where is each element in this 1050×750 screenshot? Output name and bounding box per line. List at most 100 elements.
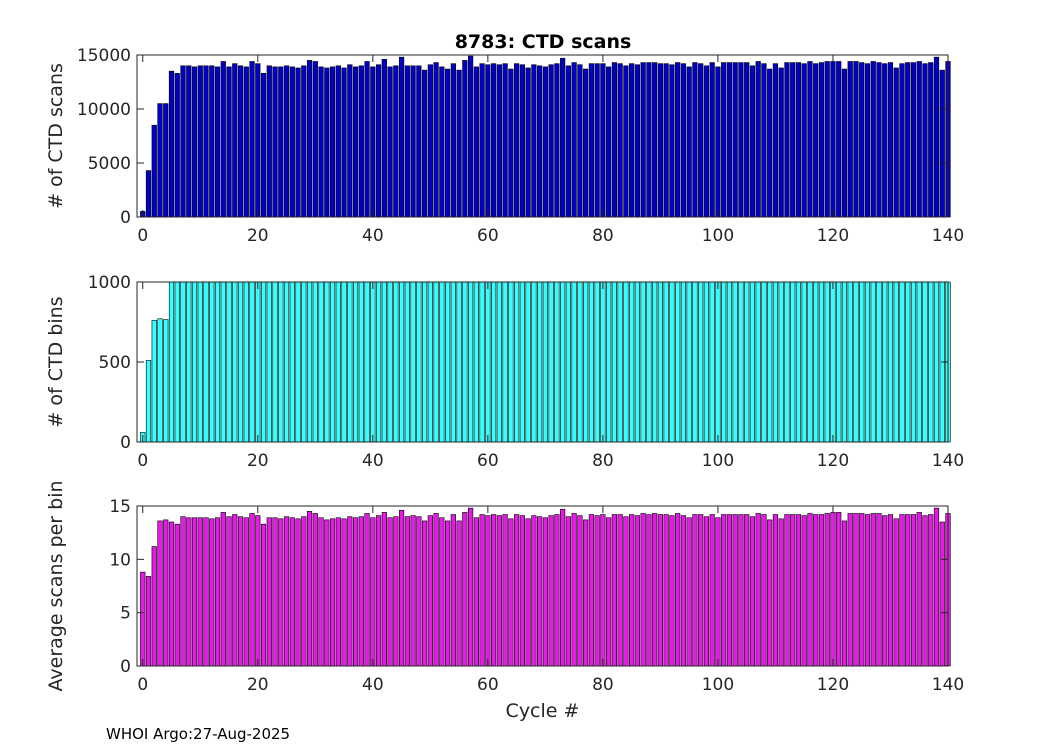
x-tick-label: 140 [932, 451, 964, 471]
y-tick-label: 0 [120, 657, 131, 677]
bar [525, 518, 531, 667]
bar [168, 70, 175, 218]
bar [778, 67, 784, 218]
bar [393, 65, 399, 218]
bar [514, 63, 520, 218]
bar [255, 281, 261, 443]
bar [882, 515, 888, 667]
bar [922, 515, 928, 667]
bar [790, 514, 796, 667]
bar [807, 281, 813, 443]
bar [421, 69, 428, 218]
bar [203, 281, 209, 443]
panel-ctd-scans: 0 20 40 60 80 100 120 140 0 5000 10000 15000 # of CT… [45, 46, 964, 246]
bar [191, 517, 198, 667]
bar [634, 281, 640, 443]
bar [444, 281, 451, 443]
bar [841, 68, 848, 218]
bar [393, 516, 399, 667]
bar [514, 281, 520, 443]
bar [841, 281, 848, 443]
bar [554, 514, 560, 667]
bar [623, 281, 629, 443]
plot-area [137, 506, 948, 666]
bar [876, 281, 882, 443]
bar [168, 521, 175, 667]
bar [577, 281, 583, 443]
bar [692, 514, 698, 667]
bar [163, 519, 169, 667]
bar [824, 61, 830, 218]
bar [634, 515, 640, 667]
bar [600, 514, 606, 667]
bar [358, 65, 364, 218]
bar [439, 66, 445, 218]
bar [421, 281, 428, 443]
y-tick-label: 5 [120, 604, 131, 624]
bar [341, 67, 347, 218]
bar [537, 65, 543, 218]
bar [657, 514, 664, 667]
bar [761, 63, 767, 218]
bar [554, 281, 560, 443]
bar [467, 507, 474, 667]
bar [657, 281, 664, 443]
bar [744, 281, 750, 443]
panel-ctd-bins: 0 20 40 60 80 100 120 140 0 500 1000 # of CTD bins [45, 273, 964, 471]
footer-stamp: WHOI Argo:27-Aug-2025 [106, 725, 291, 743]
bar [634, 64, 640, 218]
bar [278, 281, 284, 443]
bar [450, 281, 456, 443]
bar [887, 62, 894, 218]
x-tick-label: 0 [137, 226, 148, 246]
bar [749, 516, 756, 667]
x-tick-label: 140 [932, 226, 964, 246]
bar [375, 64, 382, 218]
bar [847, 61, 853, 218]
bar [467, 55, 474, 218]
bar [652, 281, 658, 443]
bar [387, 281, 393, 443]
bar [341, 518, 347, 667]
bar [180, 516, 186, 667]
bar [611, 62, 617, 218]
bar [669, 515, 675, 667]
axes-box [136, 505, 949, 667]
bar [640, 281, 646, 443]
bar [427, 281, 433, 443]
bar [813, 281, 819, 443]
bar [646, 281, 652, 443]
bar [157, 520, 163, 667]
bar [220, 61, 226, 218]
y-tick-label: 10 [109, 550, 131, 570]
bar [709, 62, 715, 218]
bar [542, 66, 548, 218]
bar [738, 281, 744, 443]
x-tick-label: 20 [247, 675, 269, 695]
bar [531, 281, 537, 443]
bar [375, 281, 382, 443]
bar [565, 516, 571, 667]
bar [203, 65, 209, 218]
bar [352, 517, 359, 667]
bar [237, 65, 244, 218]
bar [301, 281, 307, 443]
bar [324, 519, 330, 667]
bar [755, 513, 761, 667]
bar [663, 63, 669, 218]
bar [749, 65, 756, 218]
y-tick-label: 5000 [88, 154, 131, 174]
bar [272, 517, 278, 667]
bar [237, 281, 244, 443]
bar [151, 546, 157, 667]
bar [272, 66, 278, 218]
bar [646, 514, 652, 667]
bar [939, 521, 945, 667]
bar [404, 516, 410, 667]
bar [652, 62, 658, 218]
x-tick-label: 100 [702, 226, 734, 246]
bar [278, 518, 284, 667]
bar [255, 515, 261, 667]
bar [237, 516, 244, 667]
bar [623, 516, 629, 667]
